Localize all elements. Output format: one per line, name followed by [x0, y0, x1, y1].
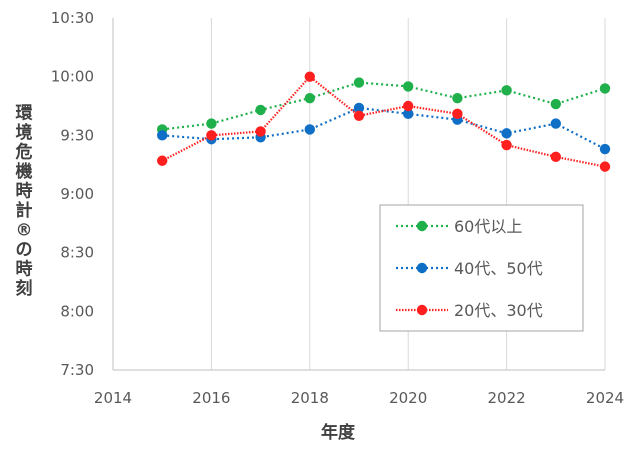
- data-point: [501, 128, 512, 139]
- x-tick-label: 2018: [291, 389, 329, 407]
- legend-marker: [416, 262, 428, 274]
- data-point: [403, 100, 414, 112]
- axes: [112, 18, 605, 371]
- data-point: [403, 81, 414, 92]
- data-point: [452, 108, 463, 120]
- data-point: [599, 143, 611, 155]
- data-point: [304, 92, 315, 104]
- data-point: [501, 85, 512, 96]
- y-axis-title: 環境危機時計®の時刻: [15, 103, 34, 299]
- data-point: [157, 155, 168, 166]
- legend-marker: [416, 220, 428, 232]
- series-line: [162, 81, 606, 131]
- data-point: [599, 83, 611, 94]
- data-point: [452, 92, 463, 104]
- data-point: [353, 77, 365, 88]
- y-tick-label: 10:30: [51, 9, 94, 27]
- data-point: [550, 98, 561, 110]
- y-tick-label: 10:00: [51, 68, 94, 86]
- y-tick-labels: 7:30 8:00 8:30 9:00 9:30 10:00 10:30: [51, 9, 94, 379]
- data-point: [255, 104, 266, 116]
- data-point: [501, 139, 512, 151]
- data-point: [304, 124, 315, 135]
- legend-marker: [416, 304, 428, 316]
- series-3: [157, 71, 611, 172]
- series-layer: [157, 71, 611, 172]
- data-point: [206, 130, 217, 141]
- y-tick-label: 9:00: [60, 185, 94, 203]
- data-point: [206, 118, 217, 129]
- x-axis-title: 年度: [321, 422, 356, 443]
- data-point: [353, 110, 365, 121]
- x-tick-label: 2016: [192, 389, 230, 407]
- data-point: [599, 161, 611, 172]
- data-point: [550, 118, 561, 129]
- y-tick-label: 7:30: [60, 361, 94, 379]
- x-tick-label: 2024: [586, 389, 624, 407]
- data-point: [157, 130, 168, 141]
- x-tick-label: 2022: [488, 389, 526, 407]
- data-point: [403, 108, 414, 120]
- data-point: [353, 102, 365, 114]
- series-line: [161, 75, 606, 168]
- legend: 60代以上 40代、50代 20代、30代: [379, 204, 584, 332]
- legend-label: 60代以上: [454, 217, 522, 236]
- x-tick-label: 2014: [94, 389, 132, 407]
- y-tick-label: 8:00: [60, 302, 94, 320]
- legend-box: [379, 204, 584, 332]
- x-tick-labels: 2014 2016 2018 2020 2022 2024: [94, 389, 624, 407]
- data-point: [550, 151, 561, 163]
- series-line: [162, 106, 606, 150]
- series-2: [157, 102, 611, 155]
- legend-label: 40代、50代: [454, 259, 543, 278]
- legend-label: 20代、30代: [454, 301, 543, 320]
- data-point: [255, 126, 266, 137]
- data-point: [304, 71, 315, 82]
- y-tick-label: 8:30: [60, 244, 94, 262]
- x-tick-label: 2020: [389, 389, 427, 407]
- series-1: [157, 77, 611, 135]
- y-tick-label: 9:30: [60, 126, 94, 144]
